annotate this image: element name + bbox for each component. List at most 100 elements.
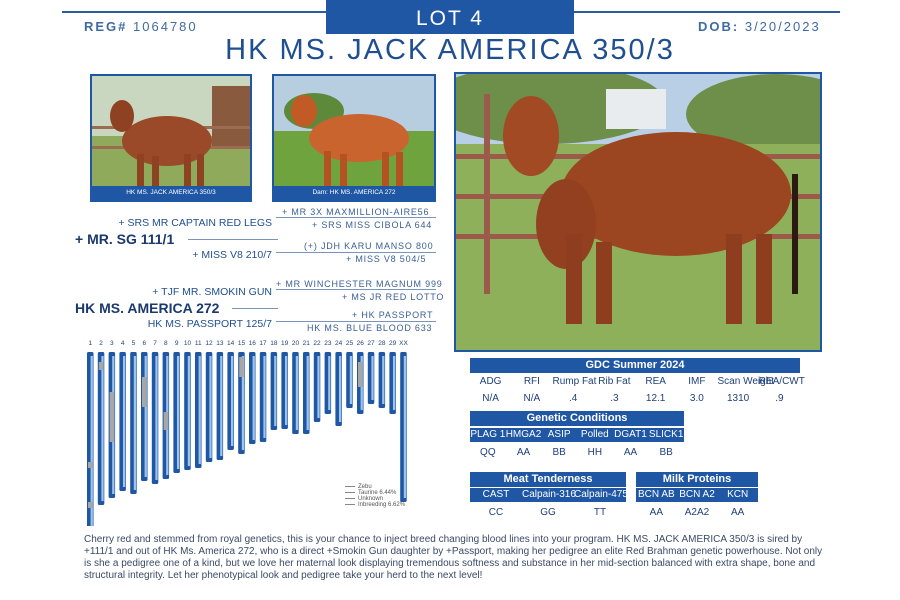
photo-dam: Dam: HK MS. AMERICA 272 [272, 74, 436, 202]
chromosome-label: 15 [238, 340, 246, 347]
gdc-header-cell: Rump Fat [552, 376, 597, 387]
chromosome-strand [371, 356, 374, 400]
chromosome-label: 1 [88, 340, 92, 347]
taurine-segment [142, 377, 147, 407]
meat-title: Meat Tenderness [470, 472, 626, 487]
gdc-value-cell: .3 [610, 393, 619, 404]
pedigree-dam-dam-sire: + HK PASSPORT [352, 310, 434, 320]
chromosome-strand [230, 356, 234, 446]
pedigree-sire-dam-dam: + MISS V8 504/5 [346, 254, 427, 264]
chromosome-strand [209, 356, 212, 458]
animal-name: HK MS. JACK AMERICA 350/3 [225, 34, 675, 66]
milk-value-cell: AA [649, 507, 663, 518]
genetic-header-cell: HMGA2 [505, 429, 542, 440]
pedigree-dam-dam-dam: HK MS. BLUE BLOOD 633 [307, 323, 433, 333]
milk-title: Milk Proteins [636, 472, 758, 487]
meat-header-band [470, 488, 626, 502]
genetic-value-cell: BB [552, 447, 566, 458]
chromosome-strand [90, 356, 93, 526]
gdc-header-cell: IMF [688, 376, 706, 387]
milk-header-band [636, 488, 758, 502]
chromosome-strand [176, 356, 180, 469]
legend-item: Taurine 6.44% [345, 490, 405, 496]
chromosome-strand [155, 356, 158, 480]
chromosome-strand [122, 356, 126, 487]
pedigree-line [276, 252, 436, 253]
chromosome-label: 21 [303, 340, 311, 347]
chromosome-label: 24 [335, 340, 343, 347]
gdc-header-cell: REA [645, 376, 666, 387]
genetic-header-cell: Polled [580, 429, 609, 440]
date-of-birth: DOB: 3/20/2023 [698, 19, 821, 34]
dam-side-photo [274, 76, 434, 200]
chromosome-strand [187, 356, 191, 466]
taurine-segment [239, 357, 244, 377]
gdc-title: GDC Summer 2024 [470, 358, 800, 373]
registration-number: REG# 1064780 [84, 19, 198, 34]
chromosome-strand [349, 356, 353, 404]
photo-caption: HK MS. JACK AMERICA 350/3 [92, 186, 250, 200]
taurine-segment [358, 362, 363, 387]
chromosome-label: 10 [184, 340, 192, 347]
chromosome-label: 18 [270, 340, 278, 347]
chromosome-strand [241, 356, 245, 450]
legend-item: Inbreeding 6.62% [345, 502, 405, 508]
cow-main-photo [456, 74, 820, 350]
gdc-header-cell: RFI [523, 376, 540, 387]
cow-side-photo [92, 76, 250, 200]
chromosome-label: 4 [121, 340, 125, 347]
chromosome-strand [263, 356, 266, 438]
chromosome-label: 16 [249, 340, 257, 347]
chromosome-label: 17 [259, 340, 267, 347]
chromosome-label: 8 [164, 340, 168, 347]
chromosome-strand [220, 356, 223, 456]
chromosome-strand [284, 356, 288, 425]
gdc-value-cell: .4 [568, 393, 578, 404]
pedigree-dam-sire-sire: + MR WINCHESTER MAGNUM 999 [276, 279, 443, 289]
gdc-header-cell: Scan Weight [717, 376, 775, 387]
genetic-header-cell: SLICK1 [648, 429, 684, 440]
pedigree-sire-sire-sire: + MR 3X MAXMILLION-AIRE56 [282, 207, 430, 217]
taurine-segment [88, 462, 93, 468]
chromosome-chart: 1 2 3 4 5 6 7 8 9 10 11 12 13 14 15 16 17 18 19 20 21 22 23 24 2… [87, 340, 408, 526]
gdc-value-cell: .9 [775, 393, 784, 404]
gdc-value-cell: N/A [482, 393, 499, 404]
chromosome-strand [144, 356, 147, 477]
taurine-segment [163, 412, 169, 430]
chromosome-strand [306, 356, 309, 430]
meat-value-cell: GG [540, 507, 556, 518]
chromosome-label: 20 [292, 340, 300, 347]
chromosome-strand [252, 356, 255, 440]
gdc-value-cell: 3.0 [689, 393, 704, 404]
lot-badge: LOT 4 [326, 0, 574, 34]
photo-main [454, 72, 822, 352]
pedigree-sire-sire: + SRS MR CAPTAIN RED LEGS [118, 217, 272, 229]
chromosome-strand [392, 356, 396, 410]
milk-value-cell: AA [730, 507, 745, 518]
meat-header-cell: Calpain-316 [522, 489, 576, 500]
chromosome-label: 12 [205, 340, 213, 347]
chromosome-label: 23 [324, 340, 332, 347]
chromosome-strand [403, 356, 407, 498]
chromosome-strand [133, 356, 137, 490]
chromosome-label: 2 [99, 340, 103, 347]
pedigree-line [276, 217, 436, 218]
chromosome-strand [274, 356, 277, 426]
pedigree-dam-sire: + TJF MR. SMOKIN GUN [152, 286, 272, 298]
chromosome-label: 14 [227, 340, 235, 347]
milk-value-cell: A2A2 [684, 507, 710, 518]
gdc-value-cell: N/A [523, 393, 541, 404]
chromosome-label: 7 [153, 340, 157, 347]
meat-value-cell: CC [488, 507, 504, 518]
chromosome-label: 19 [281, 340, 289, 347]
chromosome-strand [295, 356, 299, 430]
chromosome-label: 6 [142, 340, 146, 347]
chromosome-label: XX [399, 340, 408, 347]
chromosome-label: 26 [357, 340, 365, 347]
pedigree-dam-dam: HK MS. PASSPORT 125/7 [147, 318, 272, 330]
meat-header-cell: CAST [482, 489, 510, 500]
gdc-value-cell: 12.1 [645, 393, 666, 404]
chromosome-label: 9 [175, 340, 179, 347]
pedigree-line [232, 308, 278, 309]
pedigree-dam: HK MS. AMERICA 272 [75, 300, 220, 316]
